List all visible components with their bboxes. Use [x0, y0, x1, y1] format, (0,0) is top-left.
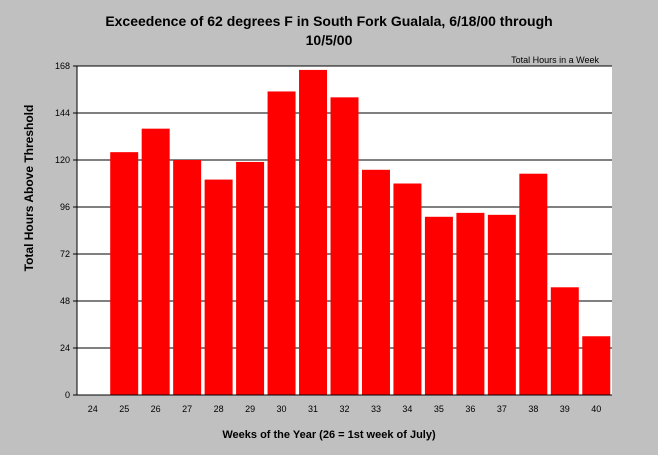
bar-week-31 [299, 69, 328, 396]
bar-week-36 [456, 212, 485, 395]
bar-week-27 [173, 160, 202, 395]
x-tick-label: 36 [465, 404, 475, 414]
y-tick-label: 96 [60, 202, 70, 212]
x-tick-label: 37 [497, 404, 507, 414]
legend-label: Total Hours in a Week [511, 55, 599, 65]
y-tick-label: 0 [65, 390, 70, 400]
bar-week-29 [236, 161, 265, 395]
bar-week-34 [393, 183, 422, 395]
bar-week-30 [267, 91, 296, 395]
x-tick-labels: 24 25 26 27 28 29 30 31 32 33 34 35 36 37 38 39 40 [88, 404, 602, 414]
chart-title: Exceedence of 62 degrees F in South Fork… [0, 12, 658, 50]
y-tick-label: 144 [55, 108, 70, 118]
x-tick-label: 38 [528, 404, 538, 414]
x-tick-label: 39 [560, 404, 570, 414]
x-tick-label: 33 [371, 404, 381, 414]
x-tick-label: 30 [277, 404, 287, 414]
x-tick-label: 31 [308, 404, 318, 414]
bar-chart: 0 24 48 72 96 120 144 168 24 25 26 27 28 29 30 31 32 33 3… [55, 55, 612, 414]
x-tick-label: 32 [339, 404, 349, 414]
x-tick-label: 24 [88, 404, 98, 414]
bar-week-38 [519, 173, 548, 395]
x-tick-label: 25 [119, 404, 129, 414]
y-tick-labels: 0 24 48 72 96 120 144 168 [55, 61, 77, 400]
bar-week-39 [550, 287, 579, 395]
x-tick-label: 34 [402, 404, 412, 414]
bar-week-26 [141, 128, 170, 395]
x-tick-label: 27 [182, 404, 192, 414]
chart-title-line-2: 10/5/00 [305, 32, 353, 48]
y-tick-label: 72 [60, 249, 70, 259]
y-tick-label: 24 [60, 343, 70, 353]
bars [110, 69, 611, 396]
x-tick-label: 26 [151, 404, 161, 414]
y-tick-label: 120 [55, 155, 70, 165]
y-tick-label: 48 [60, 296, 70, 306]
x-tick-label: 29 [245, 404, 255, 414]
y-tick-label: 168 [55, 61, 70, 71]
bar-week-33 [361, 169, 390, 395]
bar-week-35 [424, 216, 453, 395]
bar-week-28 [204, 179, 233, 395]
x-tick-label: 35 [434, 404, 444, 414]
x-tick-label: 40 [591, 404, 601, 414]
bar-week-32 [330, 97, 359, 395]
bar-week-37 [487, 214, 516, 395]
x-axis-label: Weeks of the Year (26 = 1st week of July… [222, 429, 436, 441]
chart-title-line-1: Exceedence of 62 degrees F in South Fork… [105, 13, 553, 29]
x-tick-label: 28 [214, 404, 224, 414]
bar-week-40 [582, 336, 611, 395]
bar-week-25 [110, 152, 139, 395]
